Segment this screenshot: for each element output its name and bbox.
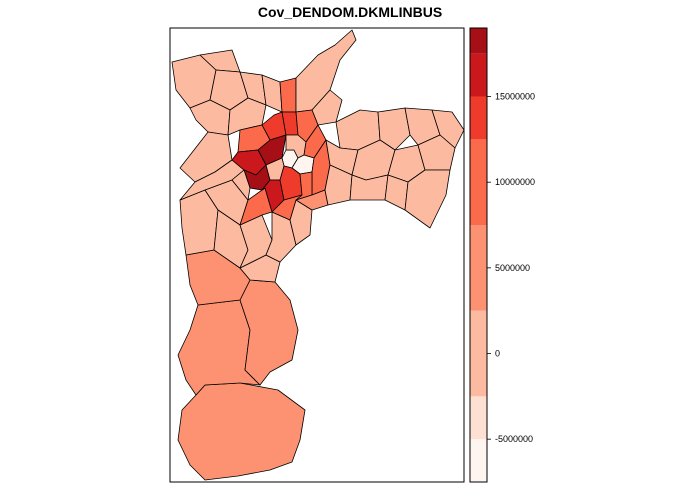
district-north-3 [279, 77, 297, 113]
district-center-18 [231, 169, 251, 201]
district-center-16 [271, 194, 303, 221]
district-east-8 [417, 134, 456, 171]
legend-bin-4 [470, 139, 487, 226]
legend-ticks: -5000000 0 5000000 10000000 15000000 [487, 92, 535, 444]
legend-frame [469, 27, 488, 483]
legend-bin-7 [470, 28, 487, 54]
legend-tick-label-4: 15000000 [495, 92, 535, 102]
legend-color-bins [470, 28, 487, 482]
legend-tick-label-1: 0 [495, 349, 500, 359]
district-center-17 [295, 189, 329, 211]
legend-tick-label-0: -5000000 [495, 434, 533, 444]
district-east-4 [431, 109, 465, 149]
map-title: Cov_DENDOM.DKMLINBUS [258, 4, 442, 20]
color-legend: -5000000 0 5000000 10000000 15000000 [469, 27, 535, 483]
map-frame [169, 27, 465, 483]
district-east-2 [377, 107, 411, 151]
legend-tick-label-2: 5000000 [495, 263, 530, 273]
district-south-east [239, 279, 299, 386]
district-east-9 [324, 164, 353, 206]
legend-bin-3 [470, 225, 487, 311]
district-east-12 [404, 169, 451, 229]
legend-bin-0 [470, 439, 487, 482]
district-far-south [177, 382, 306, 481]
choropleth-map [171, 29, 465, 481]
legend-bin-5 [470, 96, 487, 140]
legend-bin-1 [470, 396, 487, 440]
legend-tick-label-3: 10000000 [495, 177, 535, 187]
legend-bin-6 [470, 53, 487, 97]
legend-bin-2 [470, 310, 487, 397]
